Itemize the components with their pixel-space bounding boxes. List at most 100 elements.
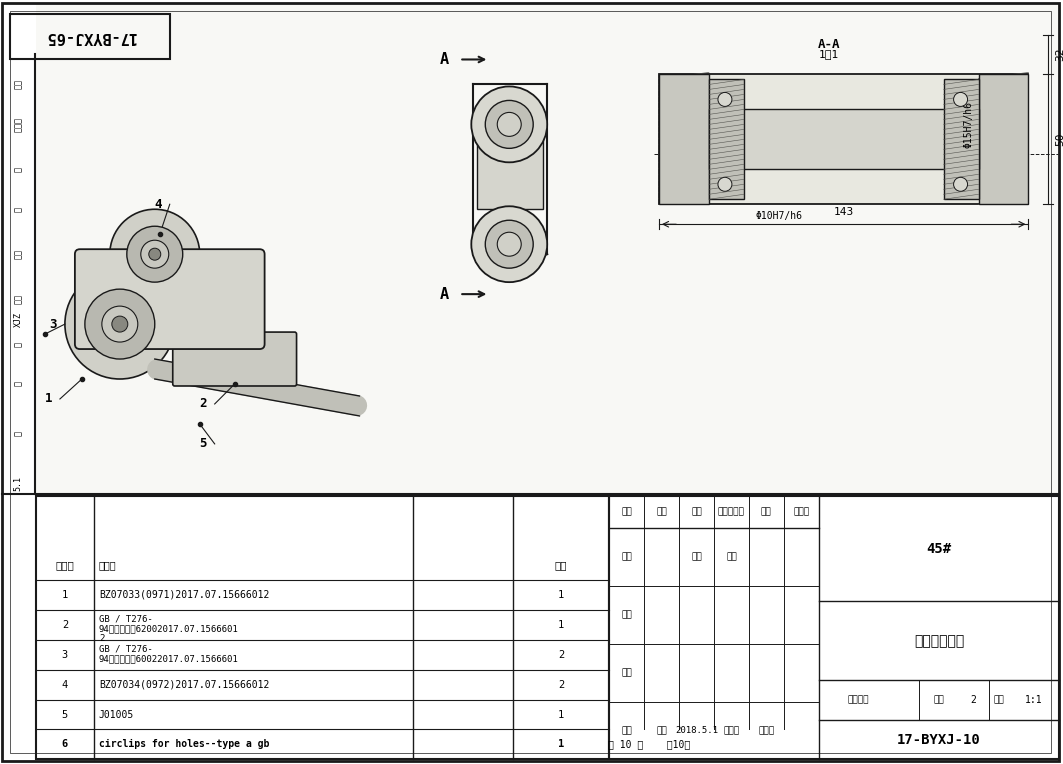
Text: 校: 校 (14, 207, 22, 212)
Bar (10, 14, 170, 60)
Text: circlips for holes--type a gb: circlips for holes--type a gb (99, 740, 269, 749)
Text: 17-BYXJ-65: 17-BYXJ-65 (45, 29, 135, 44)
Text: 2: 2 (62, 620, 68, 630)
Circle shape (102, 306, 138, 342)
Text: 设计: 设计 (621, 726, 631, 735)
Text: 1: 1 (558, 710, 564, 720)
Text: 受: 受 (14, 381, 22, 387)
Circle shape (140, 240, 169, 268)
Circle shape (126, 226, 183, 282)
Text: 4: 4 (154, 198, 162, 211)
Text: 2: 2 (558, 679, 564, 690)
Circle shape (112, 316, 128, 332)
Text: 更改文件号: 更改文件号 (718, 507, 745, 516)
Text: 1:1: 1:1 (1025, 695, 1043, 705)
Text: 2018.5.1: 2018.5.1 (675, 726, 718, 735)
Text: 阶段标记: 阶段标记 (848, 696, 870, 704)
Text: 张阳: 张阳 (726, 552, 737, 562)
Text: 2: 2 (971, 695, 977, 705)
Text: 签名: 签名 (761, 507, 772, 516)
Circle shape (954, 92, 967, 106)
Text: A: A (440, 286, 449, 302)
Text: 零件号: 零件号 (99, 560, 117, 570)
Bar (609, 496, 1060, 759)
Text: 标准化: 标准化 (723, 726, 740, 735)
Text: 处数: 处数 (656, 507, 667, 516)
Text: 图号: 图号 (14, 294, 22, 304)
Text: 品号: 品号 (14, 249, 22, 259)
Bar (659, 74, 1029, 204)
Circle shape (486, 220, 534, 268)
Bar (36, 5, 1060, 494)
Text: 标准化: 标准化 (758, 726, 775, 735)
Text: 图: 图 (14, 167, 22, 172)
Text: Φ15H7/h6: Φ15H7/h6 (963, 101, 974, 148)
Bar (709, 109, 979, 170)
Circle shape (471, 86, 547, 162)
Circle shape (718, 92, 732, 106)
Text: 17-BYXJ-10: 17-BYXJ-10 (897, 733, 981, 746)
Text: 45#: 45# (927, 542, 951, 555)
Bar (979, 74, 1029, 204)
Text: GB / T276-: GB / T276- (99, 614, 153, 623)
Text: A-A: A-A (817, 38, 840, 51)
FancyBboxPatch shape (173, 332, 297, 386)
Text: 3: 3 (49, 318, 57, 331)
Text: 1: 1 (558, 590, 564, 600)
Text: 2: 2 (199, 397, 206, 410)
Text: 项目号: 项目号 (55, 560, 74, 570)
Text: 1: 1 (558, 620, 564, 630)
Text: 94深沟球轴扸62002017.07.1566601: 94深沟球轴扸62002017.07.1566601 (99, 624, 238, 633)
Text: 50: 50 (1056, 133, 1063, 146)
Circle shape (497, 232, 521, 256)
Text: 审核: 审核 (621, 610, 631, 619)
Text: 4: 4 (62, 679, 68, 690)
Text: J01005: J01005 (99, 710, 134, 720)
Text: 数量: 数量 (555, 560, 568, 570)
Text: 1: 1 (558, 740, 564, 749)
Text: 6: 6 (62, 740, 68, 749)
Text: 94深沟球轴扸60022017.07.1566601: 94深沟球轴扸60022017.07.1566601 (99, 654, 238, 663)
Circle shape (954, 177, 967, 191)
Text: 2: 2 (99, 634, 104, 643)
Circle shape (718, 177, 732, 191)
Text: GB / T276-: GB / T276- (99, 644, 153, 653)
Text: 校对: 校对 (621, 668, 631, 677)
Text: 2: 2 (558, 649, 564, 659)
Text: 1：1: 1：1 (819, 50, 839, 60)
Text: 张阳: 张阳 (656, 726, 667, 735)
Text: XJZ: XJZ (14, 312, 22, 326)
Bar (36, 496, 609, 759)
Text: BZ07033(0971)2017.07.15666012: BZ07033(0971)2017.07.15666012 (99, 590, 269, 600)
Text: 1: 1 (62, 590, 68, 600)
Text: 中能记: 中能记 (14, 117, 22, 132)
Text: 共 10 张    第10张: 共 10 张 第10张 (608, 740, 690, 749)
Bar (659, 74, 709, 204)
Text: 3: 3 (62, 649, 68, 659)
Text: Φ10H7/h6: Φ10H7/h6 (756, 211, 803, 222)
Text: 点动轮小部装: 点动轮小部装 (914, 634, 964, 648)
Text: 143: 143 (833, 207, 854, 217)
Text: 工艺: 工艺 (621, 552, 631, 562)
Text: 32: 32 (1056, 47, 1063, 61)
FancyBboxPatch shape (74, 249, 265, 349)
Text: A: A (440, 52, 449, 67)
Text: 图: 图 (14, 432, 22, 436)
Text: 年月日: 年月日 (793, 507, 809, 516)
Text: 标记: 标记 (621, 507, 631, 516)
Text: 比例: 比例 (993, 696, 1003, 704)
Bar (944, 79, 979, 199)
Circle shape (497, 112, 521, 136)
Circle shape (471, 206, 547, 282)
Circle shape (65, 269, 174, 379)
Circle shape (486, 100, 534, 148)
FancyArrowPatch shape (157, 370, 357, 406)
Text: 5.1: 5.1 (14, 476, 22, 491)
Bar (709, 79, 744, 199)
Text: 分区: 分区 (691, 507, 702, 516)
Text: 数量: 数量 (933, 696, 944, 704)
Text: 5: 5 (199, 438, 206, 451)
Text: 代号: 代号 (14, 79, 22, 89)
Circle shape (109, 209, 200, 299)
Text: 与: 与 (14, 342, 22, 347)
